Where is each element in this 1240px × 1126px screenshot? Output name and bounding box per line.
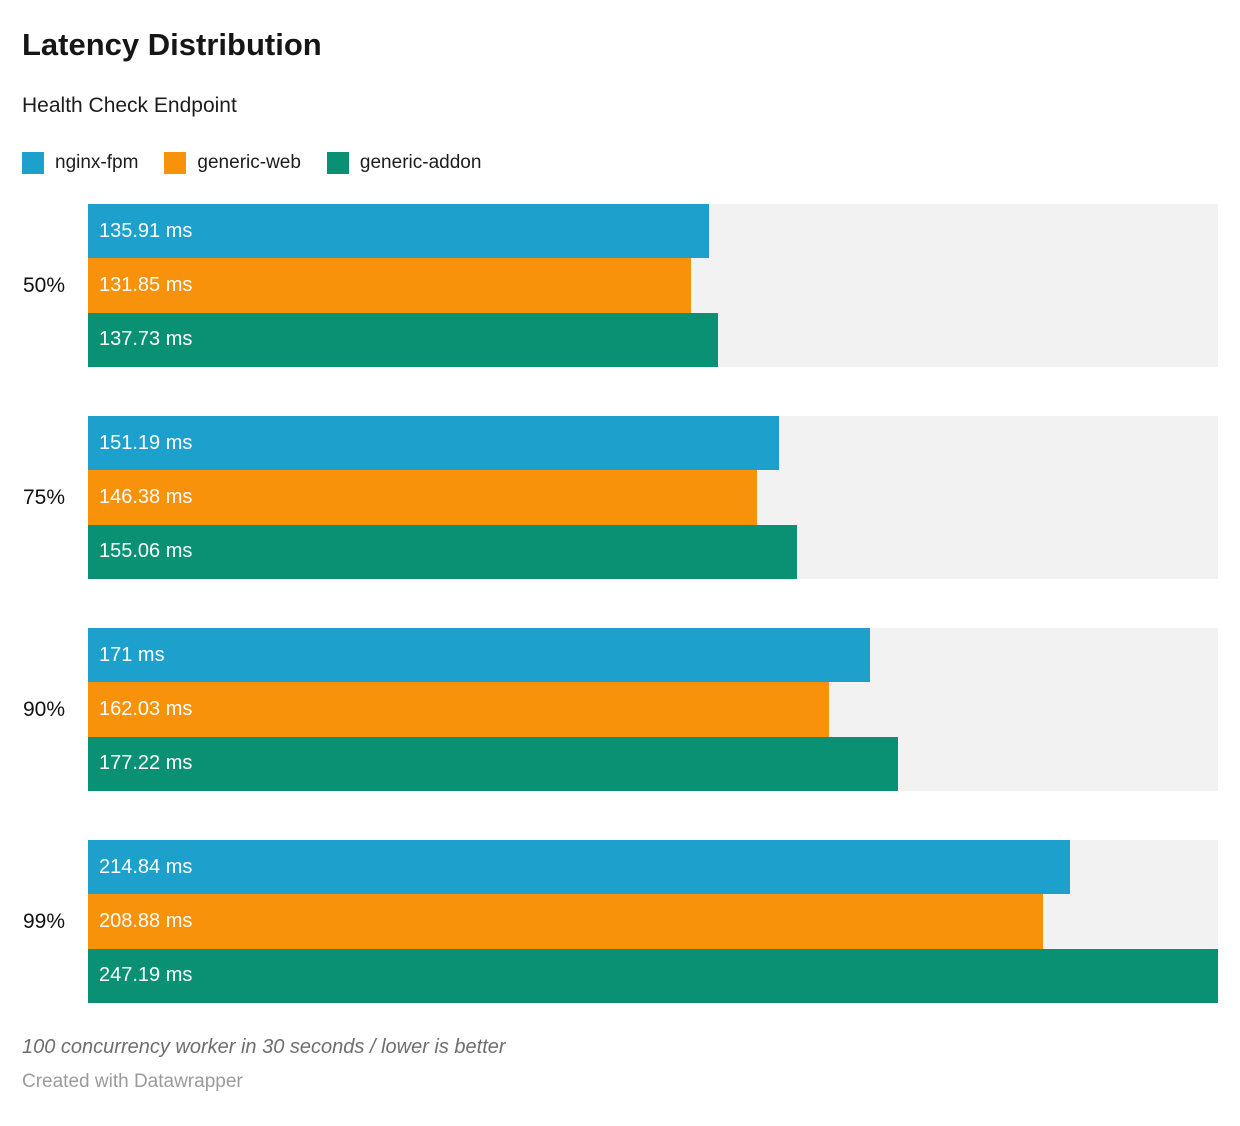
legend-swatch-icon [22, 152, 44, 174]
chart-group-99%: 99% 214.84 ms 208.88 ms 247.19 ms [22, 840, 1218, 1003]
bar-nginx-fpm-75%[interactable]: 151.19 ms [88, 416, 780, 471]
chart-group-90%: 90% 171 ms 162.03 ms 177.22 ms [22, 628, 1218, 791]
bar-value-label: 137.73 ms [99, 328, 193, 351]
bar-generic-web-90%[interactable]: 162.03 ms [88, 682, 829, 737]
category-label: 90% [22, 697, 65, 721]
chart-title: Latency Distribution [22, 27, 322, 62]
bar-generic-web-99%[interactable]: 208.88 ms [88, 894, 1043, 949]
bar-value-label: 177.22 ms [99, 752, 193, 775]
chart: 50% 135.91 ms 131.85 ms 137.73 ms 75% 151.19 … [22, 204, 1218, 1003]
bar-value-label: 155.06 ms [99, 540, 193, 563]
bar-value-label: 135.91 ms [99, 219, 193, 242]
bar-nginx-fpm-50%[interactable]: 135.91 ms [88, 204, 710, 259]
legend-swatch-icon [326, 152, 349, 174]
bar-generic-addon-50%[interactable]: 137.73 ms [88, 312, 718, 367]
bar-value-label: 214.84 ms [99, 855, 193, 878]
bar-nginx-fpm-90%[interactable]: 171 ms [88, 628, 870, 683]
legend-label: generic-addon [359, 152, 482, 173]
legend-label: generic-web [197, 152, 301, 173]
bar-generic-addon-99%[interactable]: 247.19 ms [88, 948, 1218, 1003]
bar-track: 151.19 ms 146.38 ms 155.06 ms [88, 416, 1218, 579]
legend-item-nginx-fpm: nginx-fpm [22, 152, 138, 174]
bar-value-label: 208.88 ms [99, 909, 193, 932]
chart-subtitle: Health Check Endpoint [22, 94, 237, 117]
chart-group-75%: 75% 151.19 ms 146.38 ms 155.06 ms [22, 416, 1218, 579]
chart-group-50%: 50% 135.91 ms 131.85 ms 137.73 ms [22, 204, 1218, 367]
legend-label: nginx-fpm [55, 152, 139, 173]
bar-generic-addon-90%[interactable]: 177.22 ms [88, 736, 899, 791]
bar-value-label: 171 ms [99, 643, 165, 666]
bar-value-label: 162.03 ms [99, 697, 193, 720]
bar-value-label: 131.85 ms [99, 273, 193, 296]
legend-item-generic-web: generic-web [164, 152, 301, 174]
bar-track: 135.91 ms 131.85 ms 137.73 ms [88, 204, 1218, 367]
bar-nginx-fpm-99%[interactable]: 214.84 ms [88, 840, 1071, 895]
category-label: 99% [22, 909, 65, 933]
bar-generic-web-75%[interactable]: 146.38 ms [88, 470, 758, 525]
category-label: 75% [22, 485, 65, 509]
bar-value-label: 151.19 ms [99, 431, 193, 454]
bar-generic-web-50%[interactable]: 131.85 ms [88, 258, 691, 313]
footnote: 100 concurrency worker in 30 seconds / l… [22, 1036, 506, 1058]
bar-track: 214.84 ms 208.88 ms 247.19 ms [88, 840, 1218, 1003]
datawrapper-credit-link[interactable]: Created with Datawrapper [22, 1071, 243, 1092]
bar-generic-addon-75%[interactable]: 155.06 ms [88, 524, 797, 579]
legend-swatch-icon [164, 152, 187, 174]
bar-value-label: 247.19 ms [99, 964, 193, 987]
legend-item-generic-addon: generic-addon [326, 152, 482, 174]
category-label: 50% [22, 273, 65, 297]
legend: nginx-fpm generic-web generic-addon [22, 152, 1218, 174]
bar-track: 171 ms 162.03 ms 177.22 ms [88, 628, 1218, 791]
bar-value-label: 146.38 ms [99, 485, 193, 508]
